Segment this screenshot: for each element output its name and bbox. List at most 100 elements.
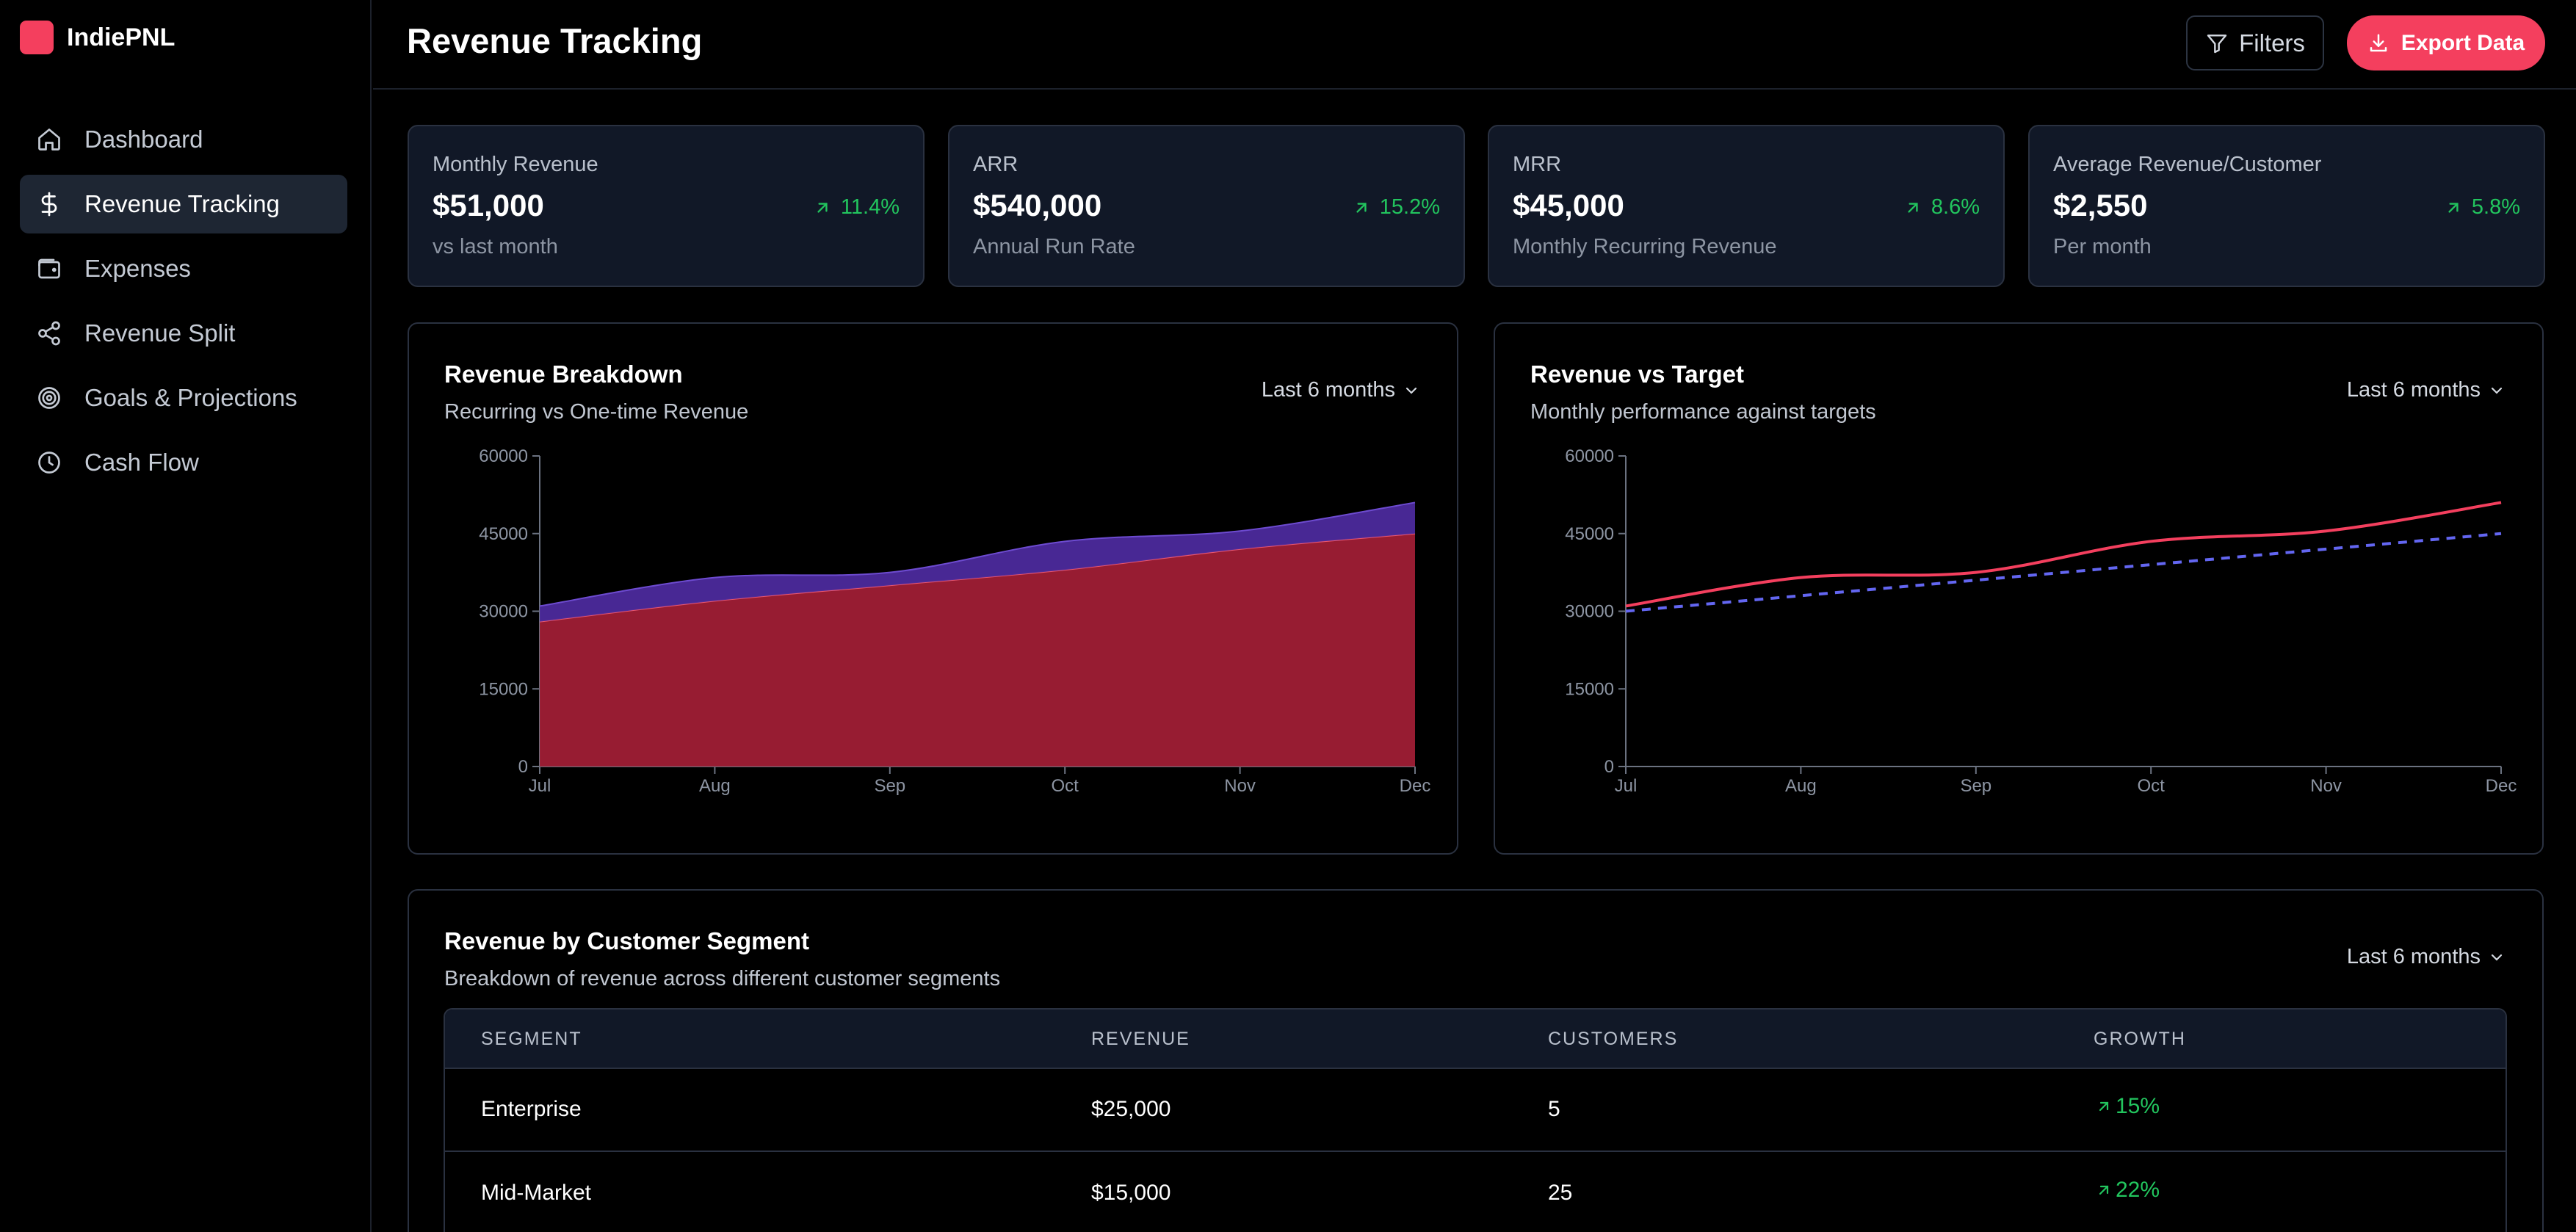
revenue-breakdown-chart: 0 15000 30000 45000 60000 Jul Aug Sep Oct Nov Dec (479, 446, 1431, 796)
sidebar-item-cash-flow[interactable]: Cash Flow (20, 433, 347, 492)
x-tick-label: Jul (529, 776, 551, 796)
x-tick-label: Jul (1615, 776, 1638, 796)
y-tick-label: 0 (518, 757, 528, 777)
card-title: Revenue by Customer Segment (444, 927, 809, 954)
export-label: Export Data (2400, 30, 2525, 55)
card-title: Revenue Breakdown (444, 360, 683, 388)
x-tick-label: Dec (2486, 776, 2517, 796)
export-data-button[interactable]: Export Data (2347, 15, 2545, 70)
sidebar-item-revenue-split[interactable]: Revenue Split (20, 304, 347, 363)
sidebar-item-revenue-tracking[interactable]: Revenue Tracking (20, 175, 347, 233)
range-select-value: Last 6 months (1261, 378, 1395, 402)
x-tick-label: Aug (699, 776, 731, 796)
table-row[interactable]: Mid-Market $15,000 25 22% (445, 1153, 2506, 1232)
filters-button[interactable]: Filters (2186, 15, 2324, 70)
x-tick-label: Nov (1224, 776, 1256, 796)
kpi-subtitle: vs last month (433, 235, 558, 258)
arrow-up-right-icon (1908, 202, 1918, 213)
sidebar-item-label: Cash Flow (84, 449, 199, 476)
wallet-icon (38, 258, 60, 279)
column-header-growth[interactable]: GROWTH (2094, 1029, 2186, 1049)
cell-growth: 22% (2095, 1178, 2160, 1203)
cell-revenue: $15,000 (1091, 1181, 1171, 1205)
page-header: Revenue Tracking Filters Export Data (373, 0, 2576, 90)
kpi-card-average-revenue: Average Revenue/Customer $2,550 Per mont… (2028, 125, 2545, 287)
chevron-down-icon (2491, 954, 2503, 961)
kpi-label: MRR (1513, 153, 1562, 176)
arrow-up-right-icon (817, 202, 828, 213)
sidebar-item-label: Dashboard (84, 126, 203, 153)
sidebar-item-dashboard[interactable]: Dashboard (20, 110, 347, 169)
x-tick-label: Oct (1052, 776, 1079, 796)
segment-table: SEGMENT REVENUE CUSTOMERS GROWTH Enterpr… (444, 1008, 2507, 1232)
page-title: Revenue Tracking (407, 21, 703, 60)
home-icon (38, 128, 60, 151)
kpi-card-mrr: MRR $45,000 Monthly Recurring Revenue 8.… (1488, 125, 2005, 287)
y-tick-label: 15000 (1565, 679, 1614, 699)
chevron-down-icon (1405, 387, 1417, 394)
kpi-subtitle: Per month (2053, 235, 2152, 258)
download-icon (2370, 34, 2387, 51)
line-series-1 (1625, 532, 2502, 613)
column-header-customers[interactable]: CUSTOMERS (1548, 1029, 1679, 1049)
sidebar-item-goals[interactable]: Goals & Projections (20, 369, 347, 427)
growth-value: 22% (2116, 1178, 2160, 1202)
x-tick-label: Sep (1960, 776, 1991, 796)
range-select[interactable]: Last 6 months (1262, 378, 1420, 402)
range-select-value: Last 6 months (2346, 945, 2481, 968)
sidebar-item-label: Revenue Tracking (84, 190, 280, 217)
brand-name: IndiePNL (67, 23, 176, 51)
sidebar: IndiePNL Dashboard Revenue Tracking Expe… (0, 0, 372, 1232)
chevron-down-icon (2491, 387, 2503, 394)
kpi-change-value: 15.2% (1379, 195, 1440, 219)
cell-segment: Enterprise (481, 1097, 582, 1121)
brand-logo (20, 21, 54, 54)
column-header-revenue[interactable]: REVENUE (1091, 1029, 1190, 1049)
area-series-1 (540, 502, 1415, 622)
y-tick-label: 60000 (479, 446, 528, 466)
cell-growth: 15% (2095, 1094, 2160, 1119)
cell-revenue: $25,000 (1091, 1097, 1171, 1121)
kpi-value: $2,550 (2053, 188, 2148, 222)
kpi-card-monthly-revenue: Monthly Revenue $51,000 vs last month 11… (408, 125, 925, 287)
table-row[interactable]: Enterprise $25,000 5 15% (445, 1069, 2506, 1152)
area-series-0 (540, 533, 1415, 767)
kpi-change-value: 8.6% (1931, 195, 1980, 219)
kpi-subtitle: Monthly Recurring Revenue (1513, 235, 1777, 258)
kpi-change-value: 11.4% (840, 195, 900, 219)
x-tick-label: Oct (2138, 776, 2166, 796)
kpi-value: $540,000 (973, 188, 1102, 222)
arrow-up-right-icon (2099, 1185, 2109, 1195)
growth-value: 15% (2116, 1094, 2160, 1118)
table-header: SEGMENT REVENUE CUSTOMERS GROWTH (445, 1010, 2506, 1069)
cell-customers: 5 (1548, 1097, 1560, 1121)
kpi-change: 8.6% (1903, 195, 1980, 220)
arrow-up-right-icon (2448, 202, 2459, 213)
brand[interactable]: IndiePNL (20, 19, 175, 56)
card-subtitle: Monthly performance against targets (1530, 400, 1876, 424)
revenue-vs-target-chart: 0 15000 30000 45000 60000 Jul Aug Sep Oct Nov Dec (1565, 446, 2517, 796)
y-tick-label: 0 (1604, 757, 1614, 777)
x-tick-label: Sep (874, 776, 905, 796)
y-tick-label: 45000 (1565, 524, 1614, 544)
sidebar-nav: Dashboard Revenue Tracking Expenses Reve… (20, 110, 347, 498)
filter-icon (2207, 34, 2227, 53)
revenue-vs-target-card: Revenue vs Target Monthly performance ag… (1494, 322, 2544, 855)
sidebar-item-label: Revenue Split (84, 319, 236, 347)
card-title: Revenue vs Target (1530, 360, 1745, 388)
kpi-value: $51,000 (433, 188, 544, 222)
x-tick-label: Aug (1785, 776, 1817, 796)
sidebar-item-label: Expenses (84, 255, 191, 282)
kpi-change: 11.4% (813, 195, 900, 220)
range-select[interactable]: Last 6 months (2347, 378, 2506, 402)
arrow-up-right-icon (1356, 202, 1367, 213)
cell-customers: 25 (1548, 1181, 1573, 1205)
sidebar-item-expenses[interactable]: Expenses (20, 239, 347, 298)
range-select[interactable]: Last 6 months (2347, 945, 2506, 969)
column-header-segment[interactable]: SEGMENT (481, 1029, 582, 1049)
y-tick-label: 60000 (1565, 446, 1614, 466)
x-tick-label: Dec (1400, 776, 1431, 796)
kpi-change: 5.8% (2444, 195, 2520, 220)
area-series-line-1 (539, 501, 1416, 607)
kpi-subtitle: Annual Run Rate (973, 235, 1135, 258)
